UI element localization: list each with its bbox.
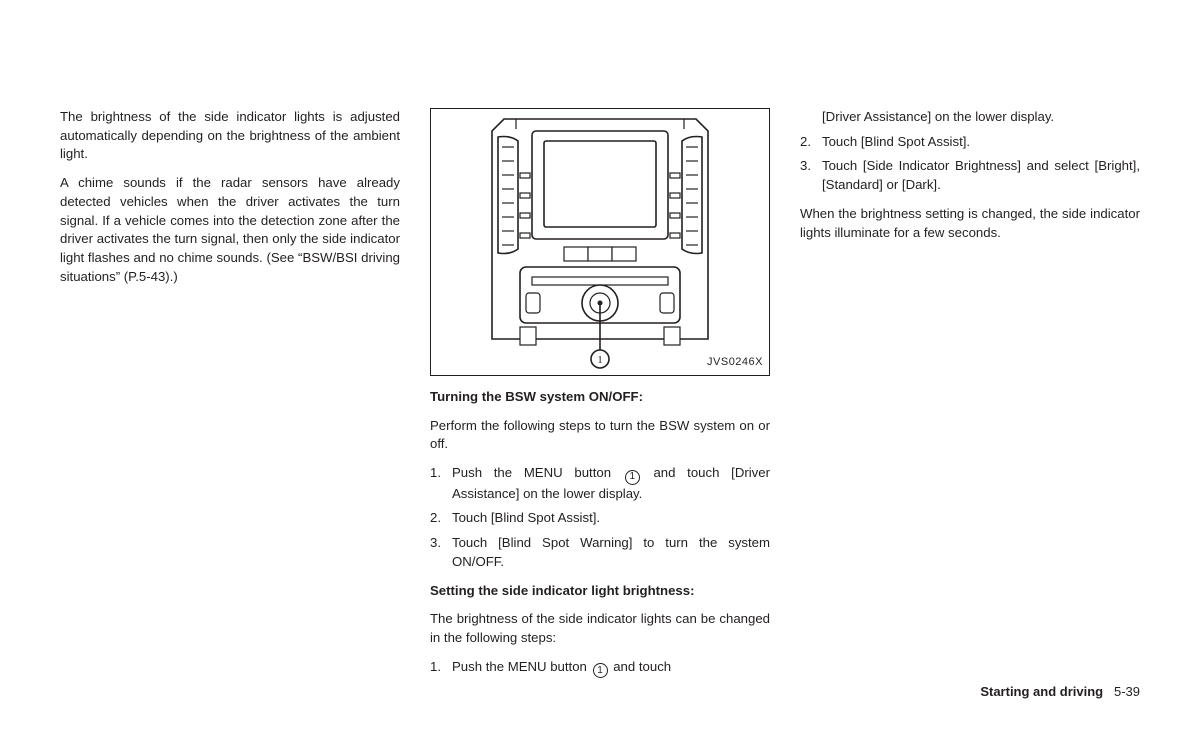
step-text: Touch [Blind Spot Assist]. [452,509,770,528]
column-right: [Driver Assistance] on the lower display… [800,108,1140,688]
para-chime: A chime sounds if the radar sensors have… [60,174,400,286]
column-center: 1 JVS0246X Turning the BSW system ON/OFF… [430,108,770,688]
step-text-a: Push the MENU button [452,465,623,480]
step-text: Touch [Side Indicator Brightness] and se… [822,157,1140,194]
heading-brightness: Setting the side indicator light brightn… [430,582,770,601]
step-3: 3. Touch [Blind Spot Warning] to turn th… [430,534,770,571]
figure-code: JVS0246X [707,355,763,371]
step-text-b: and touch [610,659,672,674]
para-result: When the brightness setting is changed, … [800,205,1140,242]
step-text: [Driver Assistance] on the lower display… [822,108,1140,127]
footer-page: 5-39 [1114,684,1140,699]
step-number: 2. [800,133,822,152]
step-1: 1. Push the MENU button 1 and touch [Dri… [430,464,770,503]
step-text-a: Push the MENU button [452,659,591,674]
step-2: 2. Touch [Blind Spot Assist]. [430,509,770,528]
step-1b: 1. Push the MENU button 1 and touch [430,658,770,679]
circled-1-icon: 1 [625,470,640,485]
footer-section: Starting and driving [980,684,1103,699]
step-3c: 3. Touch [Side Indicator Brightness] and… [800,157,1140,194]
para-auto-brightness: The brightness of the side indicator lig… [60,108,400,164]
page-footer: Starting and driving 5-39 [980,684,1140,699]
figure-dashboard: 1 JVS0246X [430,108,770,376]
step-number: 1. [430,658,452,679]
para-brightness-intro: The brightness of the side indicator lig… [430,610,770,647]
column-left: The brightness of the side indicator lig… [60,108,400,688]
page-columns: The brightness of the side indicator lig… [60,108,1140,688]
step-number: 3. [430,534,452,571]
step-number-blank [800,108,822,127]
step-text: Touch [Blind Spot Assist]. [822,133,1140,152]
steps-bsw-onoff: 1. Push the MENU button 1 and touch [Dri… [430,464,770,571]
step-number: 2. [430,509,452,528]
step-number: 1. [430,464,452,503]
figure-callout-number: 1 [597,354,603,366]
step-carry: [Driver Assistance] on the lower display… [800,108,1140,127]
step-text: Push the MENU button 1 and touch [452,658,770,679]
steps-brightness-start: 1. Push the MENU button 1 and touch [430,658,770,679]
steps-brightness-cont: [Driver Assistance] on the lower display… [800,108,1140,195]
step-number: 3. [800,157,822,194]
step-2c: 2. Touch [Blind Spot Assist]. [800,133,1140,152]
step-text: Push the MENU button 1 and touch [Driver… [452,464,770,503]
step-text: Touch [Blind Spot Warning] to turn the s… [452,534,770,571]
circled-1-icon: 1 [593,663,608,678]
para-bsw-intro: Perform the following steps to turn the … [430,417,770,454]
heading-bsw-onoff: Turning the BSW system ON/OFF: [430,388,770,407]
dashboard-illustration-svg: 1 [460,117,740,369]
